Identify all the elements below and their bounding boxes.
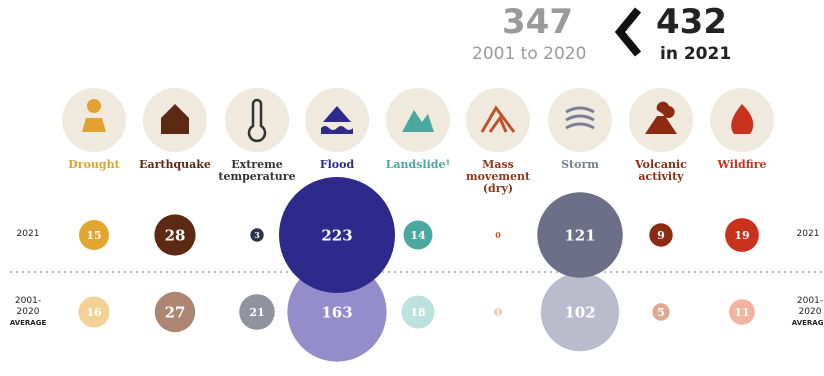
storm-icon (548, 88, 612, 152)
bubble-avg-landslide (401, 295, 435, 329)
bubble-label-avg-volcanic-activity: 5 (657, 306, 665, 319)
bubble-avg-storm (540, 272, 620, 352)
bubble-avg-earthquake (154, 291, 196, 333)
wildfire-glyph (731, 104, 754, 134)
bubble-label-avg-drought: 16 (86, 306, 102, 319)
drought-glyph (82, 99, 106, 132)
bubble-2021-flood (279, 177, 395, 293)
bubble-avg-drought (78, 296, 110, 328)
bubble-2021-volcanic-activity (649, 223, 673, 247)
mass-movement-dry-glyph (480, 105, 516, 133)
bubble-label-2021-extreme-temperature: 3 (254, 230, 260, 240)
row-label-avg-right-line1: 2001- (796, 296, 824, 306)
bubble-label-2021-drought: 15 (86, 229, 101, 242)
category-label-extreme-temperature: Extreme temperature (218, 158, 295, 183)
bubble-label-avg-extreme-temperature: 21 (249, 306, 264, 319)
bubble-2021-extreme-temperature (250, 228, 264, 242)
row-label-avg-right-line2: 2020 (798, 307, 822, 317)
prev-range-label: 2001 to 2020 (472, 44, 587, 64)
row-label-avg-line3: AVERAGE (9, 319, 47, 327)
bubble-avg-wildfire (729, 299, 755, 325)
bubble-label-avg-storm: 102 (564, 303, 595, 321)
row-label-2021-left: 2021 (16, 229, 40, 239)
bubbles (78, 177, 759, 362)
curr-total: 432 (656, 2, 727, 42)
bubble-label-avg-landslide: 18 (410, 306, 426, 319)
category-label-flood: Flood (320, 158, 355, 171)
bubble-avg-mass-movement-dry (494, 308, 502, 316)
bubble-labels: 16 27 21 163 18 1 102 5 11 15 28 3 223 14 0 121 9 19 (86, 226, 749, 321)
bubble-label-2021-wildfire: 19 (734, 229, 749, 242)
bubble-2021-earthquake (154, 214, 196, 256)
bubble-label-avg-mass-movement-dry: 1 (495, 307, 501, 317)
curr-label: in 2021 (660, 44, 732, 64)
bubble-label-avg-flood: 163 (321, 303, 352, 321)
mass-movement-icon (466, 88, 530, 152)
landslide-icon (386, 88, 450, 152)
category-label-storm: Storm (561, 158, 599, 171)
row-label-avg-right: 2001- 2020 AVERAGE (786, 296, 824, 329)
storm-glyph (565, 106, 595, 130)
row-label-avg-line1: 2001- (14, 296, 42, 306)
landslide-glyph (402, 110, 434, 132)
row-label-avg-left: 2001- 2020 AVERAGE (4, 296, 52, 329)
bubble-label-2021-mass-movement-dry: 0 (495, 230, 501, 240)
prev-total: 347 (502, 2, 573, 42)
bubble-2021-drought (79, 220, 109, 250)
flood-glyph (321, 106, 353, 134)
category-label-volcanic-activity: Volcanic activity (634, 158, 687, 183)
bubble-label-avg-wildfire: 11 (734, 306, 749, 319)
thermometer-icon (225, 88, 289, 152)
chevron-left-icon (614, 7, 642, 57)
earthquake-icon (143, 88, 207, 152)
category-label-landslide: Landslide¹ (386, 158, 451, 171)
bubble-label-2021-storm: 121 (564, 226, 595, 244)
category-label-earthquake: Earthquake (139, 158, 211, 171)
flood-icon (305, 88, 369, 152)
category-label-drought: Drought (68, 158, 120, 171)
wildfire-icon (710, 88, 774, 152)
volcano-icon (629, 88, 693, 152)
bubble-label-2021-earthquake: 28 (165, 226, 186, 244)
bubble-2021-storm (537, 192, 623, 278)
bubble-label-2021-landslide: 14 (410, 229, 426, 242)
bubble-avg-extreme-temperature (239, 294, 275, 330)
bubble-label-2021-volcanic-activity: 9 (657, 229, 665, 242)
bubble-2021-landslide (403, 220, 433, 250)
storm-icon-bg (548, 88, 612, 152)
row-label-avg-right-line3: AVERAGE (791, 319, 824, 327)
row-label-avg-line2: 2020 (16, 307, 40, 317)
drought-icon (62, 88, 126, 152)
bubble-2021-wildfire (725, 218, 759, 252)
row-label-2021-right: 2021 (796, 229, 820, 239)
bubble-label-2021-flood: 223 (321, 226, 352, 244)
category-label-mass-movement-dry: Mass movement (dry) (466, 158, 531, 195)
bubble-avg-volcanic-activity (652, 303, 670, 321)
earthquake-glyph (161, 104, 189, 134)
extreme-temperature-icon-bg (225, 88, 289, 152)
volcanic-activity-glyph (645, 101, 677, 134)
category-label-wildfire: Wildfire (716, 158, 766, 171)
bubble-label-avg-earthquake: 27 (165, 303, 186, 321)
extreme-temperature-glyph (247, 98, 267, 143)
